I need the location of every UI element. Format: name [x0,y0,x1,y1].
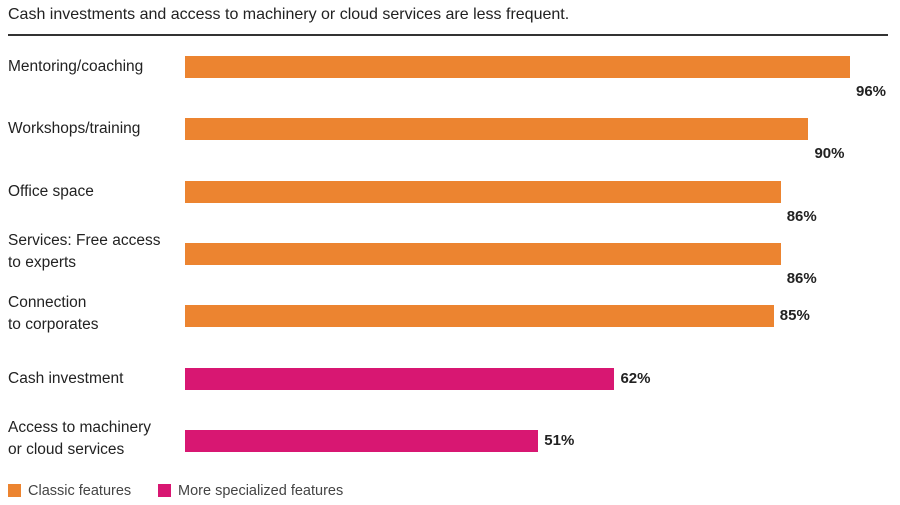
chart-title: Cash investments and access to machinery… [8,6,570,23]
value-label-cash-investment: 62% [620,369,651,387]
legend-label-classic: Classic features [28,483,132,499]
legend-swatch-classic [8,484,21,497]
category-label-access-to-machinery-or-cloud-services: Access to machinery or cloud services [8,417,178,461]
title-rule [8,34,888,36]
bar-services-free-access-to-experts [185,242,781,265]
category-label-line: Workshops/training [8,120,141,138]
bar-workshops-training [185,118,809,141]
category-label-line: or cloud services [8,440,125,458]
category-label-line: Mentoring/coaching [8,58,144,75]
category-label-mentoring-coaching: Mentoring/coaching [8,56,178,78]
legend-swatch-specialized [158,484,171,497]
value-label-office-space: 86% [786,207,817,225]
bar-cash-investment [185,367,615,390]
bar-office-space [185,180,781,203]
category-label-line: Connection [8,294,87,312]
category-label-line: Cash investment [8,369,124,387]
value-label-workshops-training: 90% [814,145,845,163]
bar-mentoring-coaching [185,56,850,78]
category-label-office-space: Office space [8,181,178,203]
category-label-line: Office space [8,182,94,200]
value-label-access-to-machinery-or-cloud-services: 51% [544,431,575,449]
category-label-connection-to-corporates: Connection to corporates [8,292,178,336]
category-label-line: Services: Free access [8,231,161,249]
category-label-line: Access to machinery [8,418,151,436]
legend-label-specialized: More specialized features [178,483,344,499]
value-label-mentoring-coaching: 96% [856,83,887,100]
category-label-services-free-access-to-experts: Services: Free access to experts [8,230,178,274]
category-label-cash-investment: Cash investment [8,368,178,390]
bar-access-to-machinery-or-cloud-services [185,429,539,452]
bar-connection-to-corporates [185,305,774,328]
value-label-connection-to-corporates: 85% [779,307,810,325]
value-label-services-free-access-to-experts: 86% [786,269,817,287]
category-label-line: to corporates [8,316,99,334]
category-label-line: to experts [8,253,77,271]
category-label-workshops-training: Workshops/training [8,118,178,140]
